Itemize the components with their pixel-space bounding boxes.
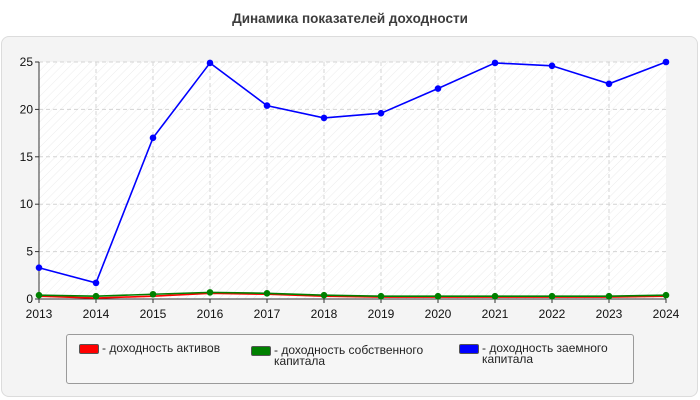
legend-swatch — [251, 346, 271, 356]
legend-label: - доходность собственного капитала — [274, 343, 424, 368]
data-point-2 — [206, 59, 214, 67]
data-point-1 — [35, 291, 43, 299]
data-point-1 — [377, 292, 385, 300]
x-tick-label: 2020 — [425, 307, 452, 321]
x-tick-label: 2014 — [83, 307, 110, 321]
data-point-1 — [548, 292, 556, 300]
data-point-1 — [263, 290, 271, 297]
x-tick-label: 2016 — [197, 307, 224, 321]
x-tick-label: 2018 — [311, 307, 338, 321]
data-point-1 — [434, 292, 442, 300]
chart-legend: - доходность активов - доходность собств… — [66, 334, 634, 384]
x-tick-label: 2013 — [26, 307, 53, 321]
legend-swatch — [459, 344, 479, 354]
x-tick-label: 2022 — [539, 307, 566, 321]
plot-area — [39, 62, 666, 299]
x-tick-label: 2017 — [254, 307, 281, 321]
data-point-1 — [320, 291, 328, 299]
y-tick-label: 20 — [20, 102, 34, 116]
data-point-2 — [149, 134, 157, 142]
data-point-1 — [92, 292, 100, 300]
data-point-2 — [92, 279, 100, 287]
legend-item-equity: - доходность собственного капитала — [251, 343, 424, 368]
legend-label: - доходность активов — [102, 341, 221, 355]
legend-item-borrowed: - доходность заемного капитала — [459, 341, 632, 366]
data-point-2 — [320, 114, 328, 122]
data-point-1 — [605, 292, 613, 300]
series-line-0 — [38, 292, 667, 299]
data-point-1 — [662, 291, 670, 299]
y-tick-label: 15 — [20, 150, 34, 164]
chart-title: Динамика показателей доходности — [232, 11, 468, 26]
legend-label: - доходность заемного капитала — [482, 341, 608, 366]
x-tick-label: 2019 — [368, 307, 395, 321]
x-tick-label: 2023 — [596, 307, 623, 321]
data-point-2 — [548, 62, 556, 70]
data-point-2 — [434, 85, 442, 92]
x-tick-label: 2021 — [482, 307, 509, 321]
legend-swatch — [79, 344, 99, 354]
y-tick-label: 10 — [20, 197, 34, 211]
series-line-1 — [38, 291, 667, 297]
data-point-1 — [491, 292, 499, 300]
data-point-1 — [149, 290, 157, 298]
y-tick-label: 0 — [26, 292, 33, 306]
legend-item-assets: - доходность активов — [79, 341, 252, 355]
data-point-2 — [35, 264, 43, 272]
data-point-2 — [605, 80, 613, 88]
y-tick-label: 5 — [26, 245, 33, 259]
data-point-1 — [206, 289, 214, 296]
x-tick-label: 2024 — [653, 307, 680, 321]
data-point-2 — [263, 102, 271, 109]
data-point-2 — [662, 58, 670, 66]
data-point-2 — [491, 59, 499, 67]
data-point-2 — [377, 109, 385, 117]
y-tick-label: 25 — [20, 55, 34, 69]
x-tick-label: 2015 — [140, 307, 167, 321]
series-line-2 — [38, 61, 667, 284]
